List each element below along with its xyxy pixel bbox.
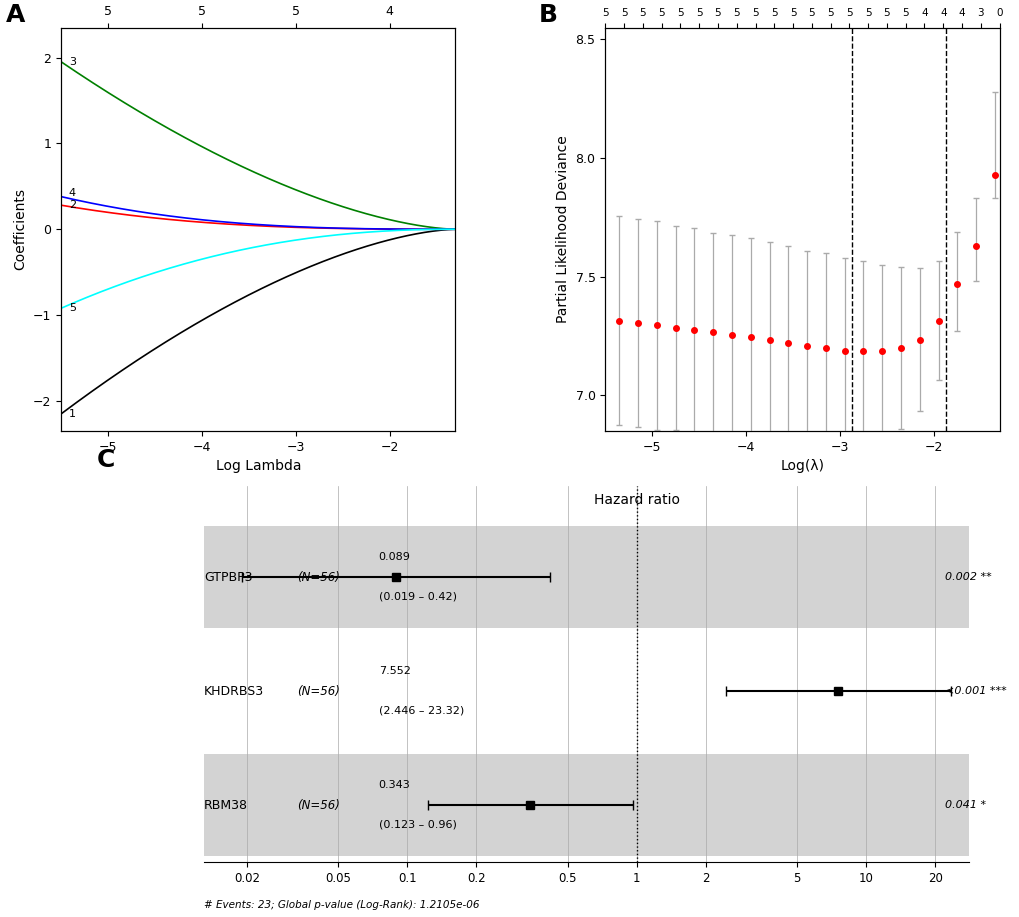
Text: 5: 5 <box>68 304 75 314</box>
Text: 0.343: 0.343 <box>378 780 410 790</box>
Text: KHDRBS3: KHDRBS3 <box>204 685 264 698</box>
Y-axis label: Partial Likelihood Deviance: Partial Likelihood Deviance <box>555 136 570 323</box>
Text: 0.041 *: 0.041 * <box>944 800 985 810</box>
Text: 3: 3 <box>68 57 75 67</box>
Y-axis label: Coefficients: Coefficients <box>13 188 28 271</box>
X-axis label: Log(λ): Log(λ) <box>780 459 823 473</box>
Bar <box>204 754 968 856</box>
Text: (0.123 – 0.96): (0.123 – 0.96) <box>378 820 457 830</box>
Text: B: B <box>538 4 556 28</box>
Text: 2: 2 <box>68 200 75 210</box>
Text: C: C <box>97 448 115 472</box>
Text: (N=56): (N=56) <box>297 570 339 583</box>
Text: 7.552: 7.552 <box>378 667 411 676</box>
Text: (0.019 – 0.42): (0.019 – 0.42) <box>378 592 457 602</box>
Text: GTPBP3: GTPBP3 <box>204 570 253 583</box>
Text: 0.002 **: 0.002 ** <box>944 572 990 582</box>
Text: 1: 1 <box>68 409 75 419</box>
Text: (N=56): (N=56) <box>297 685 339 698</box>
Text: 0.089: 0.089 <box>378 552 411 562</box>
Text: Hazard ratio: Hazard ratio <box>593 492 680 507</box>
Text: <0.001 ***: <0.001 *** <box>944 686 1006 696</box>
Text: RBM38: RBM38 <box>204 799 248 812</box>
Text: A: A <box>6 4 25 28</box>
X-axis label: Log Lambda: Log Lambda <box>215 459 301 473</box>
Bar <box>204 525 968 628</box>
Text: # Events: 23; Global p-value (Log-Rank): 1.2105e-06: # Events: 23; Global p-value (Log-Rank):… <box>204 900 479 910</box>
Text: 4: 4 <box>68 188 75 198</box>
Text: (N=56): (N=56) <box>297 799 339 812</box>
Text: (2.446 – 23.32): (2.446 – 23.32) <box>378 706 464 716</box>
